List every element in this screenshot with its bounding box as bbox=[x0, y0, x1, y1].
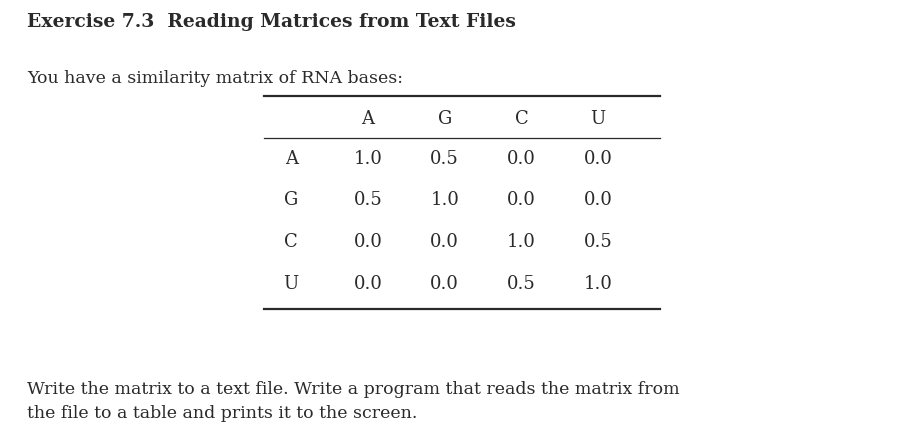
Text: 0.0: 0.0 bbox=[354, 233, 382, 251]
Text: G: G bbox=[284, 191, 298, 209]
Text: 0.0: 0.0 bbox=[430, 233, 458, 251]
Text: 0.5: 0.5 bbox=[584, 233, 612, 251]
Text: U: U bbox=[283, 275, 299, 293]
Text: Exercise 7.3  Reading Matrices from Text Files: Exercise 7.3 Reading Matrices from Text … bbox=[27, 13, 515, 31]
Text: 1.0: 1.0 bbox=[584, 275, 612, 293]
Text: A: A bbox=[284, 150, 298, 168]
Text: 1.0: 1.0 bbox=[430, 191, 458, 209]
Text: U: U bbox=[590, 110, 605, 128]
Text: 1.0: 1.0 bbox=[507, 233, 535, 251]
Text: 0.5: 0.5 bbox=[354, 191, 382, 209]
Text: 0.0: 0.0 bbox=[507, 150, 535, 168]
Text: G: G bbox=[437, 110, 451, 128]
Text: 1.0: 1.0 bbox=[354, 150, 382, 168]
Text: You have a similarity matrix of RNA bases:: You have a similarity matrix of RNA base… bbox=[27, 70, 402, 87]
Text: C: C bbox=[514, 110, 528, 128]
Text: 0.0: 0.0 bbox=[507, 191, 535, 209]
Text: 0.5: 0.5 bbox=[430, 150, 458, 168]
Text: 0.0: 0.0 bbox=[354, 275, 382, 293]
Text: C: C bbox=[284, 233, 298, 251]
Text: Write the matrix to a text file. Write a program that reads the matrix from
the : Write the matrix to a text file. Write a… bbox=[27, 381, 679, 422]
Text: 0.0: 0.0 bbox=[430, 275, 458, 293]
Text: 0.5: 0.5 bbox=[507, 275, 535, 293]
Text: A: A bbox=[361, 110, 374, 128]
Text: 0.0: 0.0 bbox=[584, 150, 612, 168]
Text: 0.0: 0.0 bbox=[584, 191, 612, 209]
